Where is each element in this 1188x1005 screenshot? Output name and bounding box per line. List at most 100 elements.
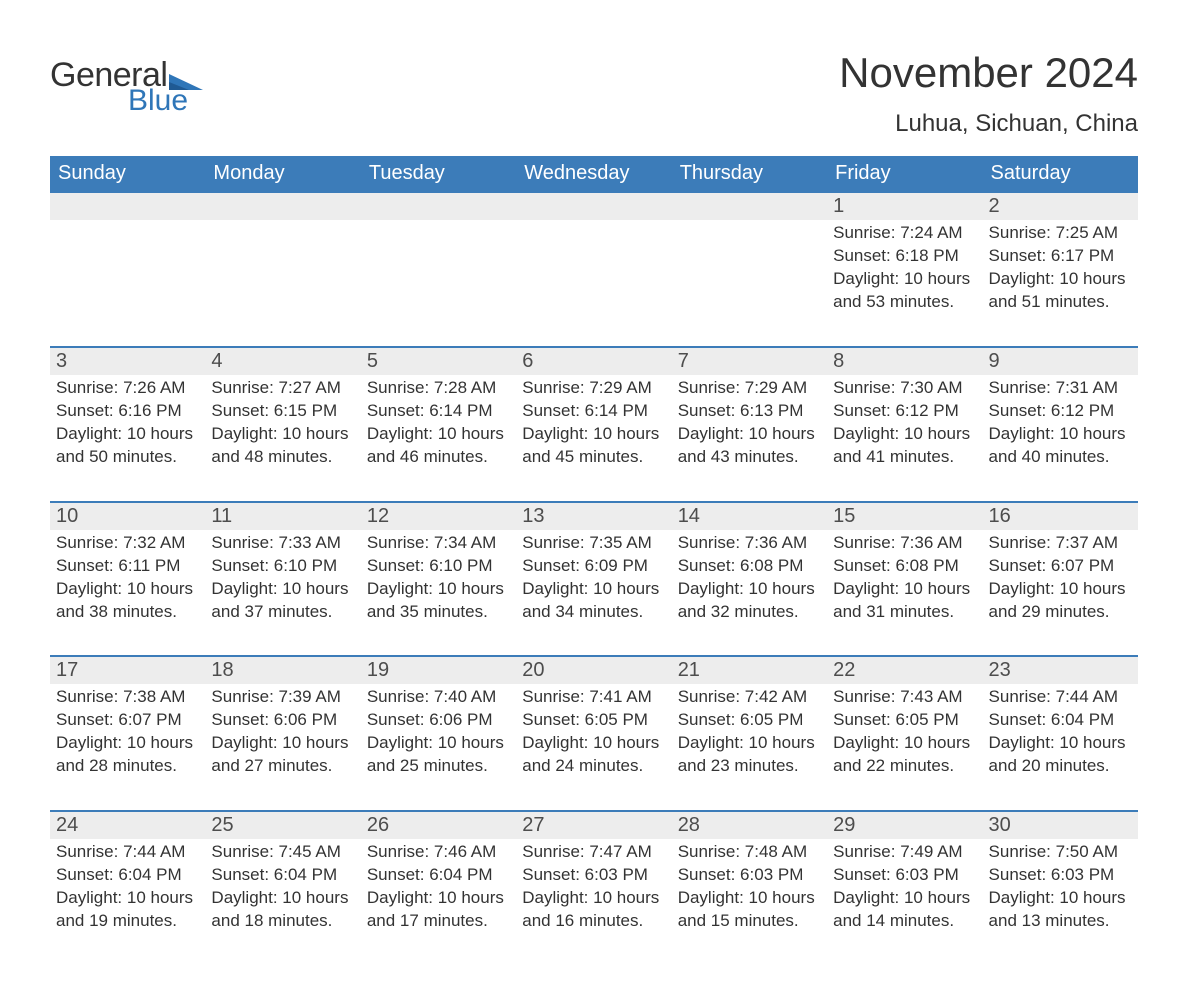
daylight-line: Daylight: 10 hours and 14 minutes. [833, 887, 976, 933]
daylight-line: Daylight: 10 hours and 31 minutes. [833, 578, 976, 624]
day-content-cell: Sunrise: 7:27 AMSunset: 6:15 PMDaylight:… [205, 375, 360, 502]
day-number-cell: 25 [205, 812, 360, 839]
sunrise-line: Sunrise: 7:37 AM [989, 532, 1132, 555]
daylight-line: Daylight: 10 hours and 46 minutes. [367, 423, 510, 469]
day-content-row: Sunrise: 7:32 AMSunset: 6:11 PMDaylight:… [50, 530, 1138, 657]
day-content-cell: Sunrise: 7:32 AMSunset: 6:11 PMDaylight:… [50, 530, 205, 657]
day-number-cell: 26 [361, 812, 516, 839]
day-content-cell: Sunrise: 7:28 AMSunset: 6:14 PMDaylight:… [361, 375, 516, 502]
day-number-cell: 14 [672, 503, 827, 530]
day-number-cell: 3 [50, 348, 205, 375]
day-number-cell [50, 193, 205, 220]
sunset-line: Sunset: 6:03 PM [678, 864, 821, 887]
sunset-line: Sunset: 6:07 PM [56, 709, 199, 732]
day-content-cell: Sunrise: 7:33 AMSunset: 6:10 PMDaylight:… [205, 530, 360, 657]
sunrise-line: Sunrise: 7:48 AM [678, 841, 821, 864]
sunset-line: Sunset: 6:14 PM [522, 400, 665, 423]
day-header: Monday [205, 156, 360, 192]
day-content-cell: Sunrise: 7:44 AMSunset: 6:04 PMDaylight:… [983, 684, 1138, 811]
logo-text-blue: Blue [128, 86, 203, 116]
sunset-line: Sunset: 6:09 PM [522, 555, 665, 578]
day-content-cell: Sunrise: 7:46 AMSunset: 6:04 PMDaylight:… [361, 839, 516, 965]
daylight-line: Daylight: 10 hours and 38 minutes. [56, 578, 199, 624]
sunset-line: Sunset: 6:13 PM [678, 400, 821, 423]
day-content-cell [205, 220, 360, 347]
day-number-cell: 20 [516, 657, 671, 684]
sunrise-line: Sunrise: 7:25 AM [989, 222, 1132, 245]
day-content-cell: Sunrise: 7:47 AMSunset: 6:03 PMDaylight:… [516, 839, 671, 965]
title-block: November 2024 Luhua, Sichuan, China [839, 50, 1138, 138]
day-content-row: Sunrise: 7:26 AMSunset: 6:16 PMDaylight:… [50, 375, 1138, 502]
sunset-line: Sunset: 6:11 PM [56, 555, 199, 578]
daylight-line: Daylight: 10 hours and 37 minutes. [211, 578, 354, 624]
day-number-cell: 22 [827, 657, 982, 684]
sunrise-line: Sunrise: 7:50 AM [989, 841, 1132, 864]
sunset-line: Sunset: 6:03 PM [833, 864, 976, 887]
day-content-cell: Sunrise: 7:24 AMSunset: 6:18 PMDaylight:… [827, 220, 982, 347]
sunrise-line: Sunrise: 7:33 AM [211, 532, 354, 555]
sunrise-line: Sunrise: 7:35 AM [522, 532, 665, 555]
sunrise-line: Sunrise: 7:45 AM [211, 841, 354, 864]
daylight-line: Daylight: 10 hours and 19 minutes. [56, 887, 199, 933]
day-content-cell: Sunrise: 7:50 AMSunset: 6:03 PMDaylight:… [983, 839, 1138, 965]
day-number-cell: 9 [983, 348, 1138, 375]
daylight-line: Daylight: 10 hours and 15 minutes. [678, 887, 821, 933]
day-number-cell: 6 [516, 348, 671, 375]
sunset-line: Sunset: 6:05 PM [678, 709, 821, 732]
daylight-line: Daylight: 10 hours and 45 minutes. [522, 423, 665, 469]
day-content-cell: Sunrise: 7:42 AMSunset: 6:05 PMDaylight:… [672, 684, 827, 811]
sunrise-line: Sunrise: 7:42 AM [678, 686, 821, 709]
sunset-line: Sunset: 6:04 PM [211, 864, 354, 887]
day-content-cell: Sunrise: 7:39 AMSunset: 6:06 PMDaylight:… [205, 684, 360, 811]
day-content-cell [516, 220, 671, 347]
sunrise-line: Sunrise: 7:31 AM [989, 377, 1132, 400]
sunset-line: Sunset: 6:05 PM [833, 709, 976, 732]
daylight-line: Daylight: 10 hours and 25 minutes. [367, 732, 510, 778]
sunrise-line: Sunrise: 7:46 AM [367, 841, 510, 864]
sunset-line: Sunset: 6:16 PM [56, 400, 199, 423]
brand-logo: General Blue [50, 50, 203, 116]
day-number-row: 17181920212223 [50, 657, 1138, 684]
day-content-row: Sunrise: 7:38 AMSunset: 6:07 PM Daylight:… [50, 684, 1138, 811]
day-number-cell: 24 [50, 812, 205, 839]
day-content-row: Sunrise: 7:44 AM Sunset: 6:04 PM Daylight:… [50, 839, 1138, 965]
day-content-cell: Sunrise: 7:29 AMSunset: 6:14 PMDaylight:… [516, 375, 671, 502]
sunrise-line: Sunrise: 7:30 AM [833, 377, 976, 400]
sunrise-line: Sunrise: 7:44 AM [56, 841, 199, 864]
day-header: Thursday [672, 156, 827, 192]
daylight-line: Daylight: 10 hours and 23 minutes. [678, 732, 821, 778]
daylight-line: Daylight: 10 hours and 16 minutes. [522, 887, 665, 933]
sunset-line: Sunset: 6:03 PM [989, 864, 1132, 887]
sunset-line: Sunset: 6:06 PM [211, 709, 354, 732]
day-content-cell: Sunrise: 7:36 AMSunset: 6:08 PMDaylight:… [672, 530, 827, 657]
day-number-cell: 30 [983, 812, 1138, 839]
day-number-cell: 7 [672, 348, 827, 375]
daylight-line: Daylight: 10 hours and 32 minutes. [678, 578, 821, 624]
day-header: Wednesday [516, 156, 671, 192]
daylight-line: Daylight: 10 hours and 20 minutes. [989, 732, 1132, 778]
month-title: November 2024 [839, 50, 1138, 96]
daylight-line: Daylight: 10 hours and 41 minutes. [833, 423, 976, 469]
day-number-cell: 18 [205, 657, 360, 684]
sunrise-line: Sunrise: 7:29 AM [522, 377, 665, 400]
day-content-row: Sunrise: 7:24 AMSunset: 6:18 PMDaylight:… [50, 220, 1138, 347]
sunrise-line: Sunrise: 7:49 AM [833, 841, 976, 864]
day-content-cell: Sunrise: 7:40 AMSunset: 6:06 PMDaylight:… [361, 684, 516, 811]
day-number-row: 3456789 [50, 348, 1138, 375]
location-label: Luhua, Sichuan, China [839, 110, 1138, 138]
day-content-cell: Sunrise: 7:35 AMSunset: 6:09 PMDaylight:… [516, 530, 671, 657]
sunrise-line: Sunrise: 7:38 AM [56, 686, 199, 709]
day-number-cell [205, 193, 360, 220]
sunrise-line: Sunrise: 7:24 AM [833, 222, 976, 245]
sunrise-line: Sunrise: 7:29 AM [678, 377, 821, 400]
day-number-cell: 16 [983, 503, 1138, 530]
day-header: Friday [827, 156, 982, 192]
day-number-cell [516, 193, 671, 220]
sunset-line: Sunset: 6:07 PM [989, 555, 1132, 578]
day-content-cell [361, 220, 516, 347]
daylight-line: Daylight: 10 hours and 40 minutes. [989, 423, 1132, 469]
day-number-cell: 1 [827, 193, 982, 220]
day-number-cell: 2 [983, 193, 1138, 220]
day-number-cell: 8 [827, 348, 982, 375]
daylight-line: Daylight: 10 hours and 13 minutes. [989, 887, 1132, 933]
